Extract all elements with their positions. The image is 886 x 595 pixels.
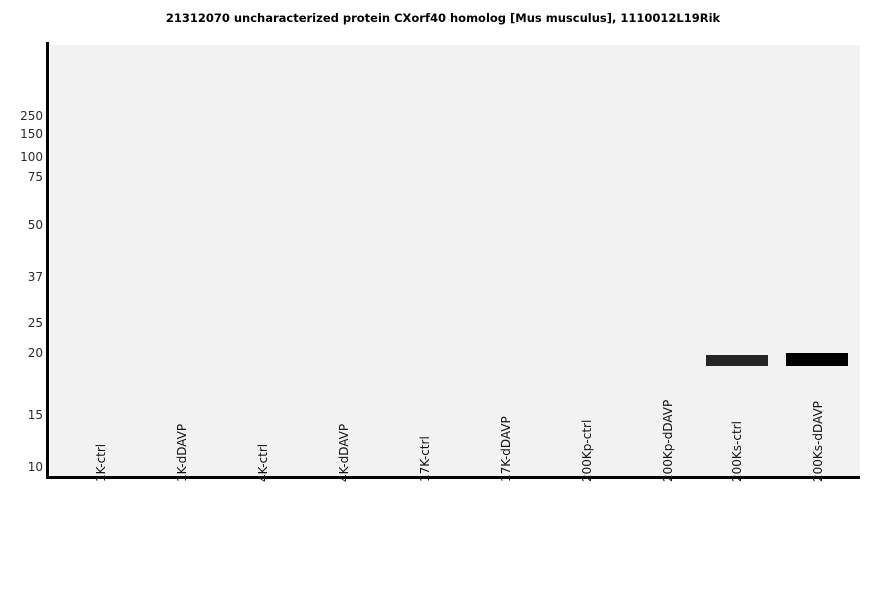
y-axis-tick-50: 50 [0,219,43,231]
y-axis-tick-label: 10 [27,460,43,474]
page-title: 21312070 uncharacterized protein CXorf40… [165,11,721,25]
y-axis-tick-label: 25 [27,316,43,330]
y-axis-tick-75: 75 [0,171,43,183]
y-axis-tick-label: 150 [20,127,43,141]
x-axis-tick-label-4k-ctrl: 4K-ctrl [256,443,270,482]
y-axis-tick-label: 20 [27,346,43,360]
y-axis-tick-label: 75 [27,170,43,184]
y-axis-tick-100: 100 [0,151,43,163]
y-axis-tick-250: 250 [0,110,43,122]
y-axis-tick-label: 37 [27,270,43,284]
y-axis-tick-label: 100 [20,150,43,164]
x-axis-tick-label-17k-ddavp: 17K-dDAVP [499,416,513,482]
y-axis-tick-label: 15 [27,408,43,422]
y-axis-tick-37: 37 [0,271,43,283]
x-axis-tick-label-1k-ddavp: 1K-dDAVP [175,423,189,482]
x-axis-tick-label-200kp-ctrl: 200Kp-ctrl [580,419,594,482]
blot-band-200ks-ctrl [706,355,768,366]
y-axis-tick-150: 150 [0,128,43,140]
plot-panel [50,45,860,477]
y-axis-tick-15: 15 [0,409,43,421]
y-axis-line [46,42,49,479]
y-axis-tick-10: 10 [0,461,43,473]
x-axis-line [46,476,860,479]
y-axis-tick-25: 25 [0,317,43,329]
blot-band-200ks-ddavp [786,353,848,366]
x-axis-tick-label-4k-ddavp: 4K-dDAVP [337,423,351,482]
y-axis-tick-label: 250 [20,109,43,123]
x-axis-tick-label-200kp-ddavp: 200Kp-dDAVP [661,399,675,482]
x-axis-tick-label-200ks-ctrl: 200Ks-ctrl [730,421,744,482]
x-axis-tick-label-1k-ctrl: 1K-ctrl [94,443,108,482]
y-axis-tick-20: 20 [0,347,43,359]
x-axis-tick-label-17k-ctrl: 17K-ctrl [418,436,432,482]
y-axis-tick-label: 50 [27,218,43,232]
x-axis-tick-label-200ks-ddavp: 200Ks-dDAVP [811,401,825,482]
